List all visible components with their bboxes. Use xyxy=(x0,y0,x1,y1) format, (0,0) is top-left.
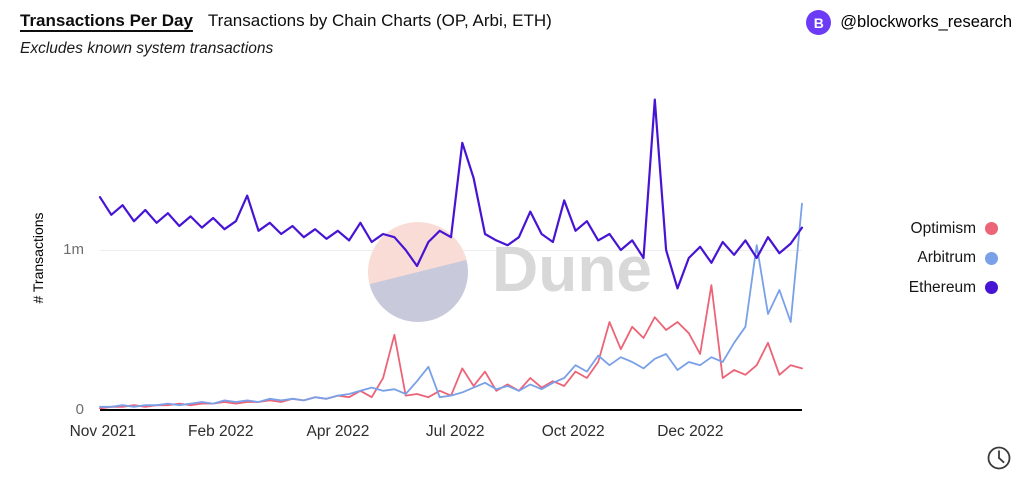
x-tick-label: Jul 2022 xyxy=(425,423,485,440)
chart-title-secondary: Transactions by Chain Charts (OP, Arbi, … xyxy=(207,11,552,30)
legend-dot-icon xyxy=(985,281,998,295)
series-line-optimism xyxy=(99,284,803,410)
x-tick-label: Oct 2022 xyxy=(541,423,605,440)
blockworks-logo-letter: B xyxy=(813,14,824,31)
legend-item-arbitrum[interactable]: Arbitrum xyxy=(917,244,998,274)
clock-icon[interactable] xyxy=(985,444,1013,472)
series-line-ethereum xyxy=(98,98,804,290)
y-tick-label: 0 xyxy=(75,401,84,418)
legend-item-optimism[interactable]: Optimism xyxy=(911,214,998,244)
series-line-arbitrum xyxy=(99,202,803,408)
legend-label: Optimism xyxy=(910,219,976,237)
x-tick-label: Feb 2022 xyxy=(187,423,254,440)
legend-dot-icon xyxy=(985,251,998,265)
legend-label: Arbitrum xyxy=(917,249,976,267)
dune-watermark-text: Dune xyxy=(492,233,652,305)
x-tick-label: Nov 2021 xyxy=(69,423,136,440)
chart-title-primary: Transactions Per Day xyxy=(20,11,193,30)
author-handle: @blockworks_research xyxy=(840,13,1012,31)
chart-header: Transactions Per Day Transactions by Chai… xyxy=(20,11,552,58)
chart-legend: Optimism Arbitrum Ethereum xyxy=(909,214,998,303)
dune-watermark-sun-icon xyxy=(368,222,468,322)
y-tick-label: 1m xyxy=(63,241,84,258)
x-tick-label: Apr 2022 xyxy=(306,423,370,440)
chart-title: Transactions Per Day Transactions by Chai… xyxy=(20,11,552,31)
chart-subtitle: Excludes known system transactions xyxy=(20,40,274,57)
x-tick-label: Dec 2022 xyxy=(657,423,724,440)
blockworks-logo-icon: B xyxy=(806,10,832,35)
legend-item-ethereum[interactable]: Ethereum xyxy=(909,273,998,303)
legend-label: Ethereum xyxy=(908,278,976,296)
legend-dot-icon xyxy=(985,222,998,236)
author-badge[interactable]: B @blockworks_research xyxy=(806,10,1012,35)
